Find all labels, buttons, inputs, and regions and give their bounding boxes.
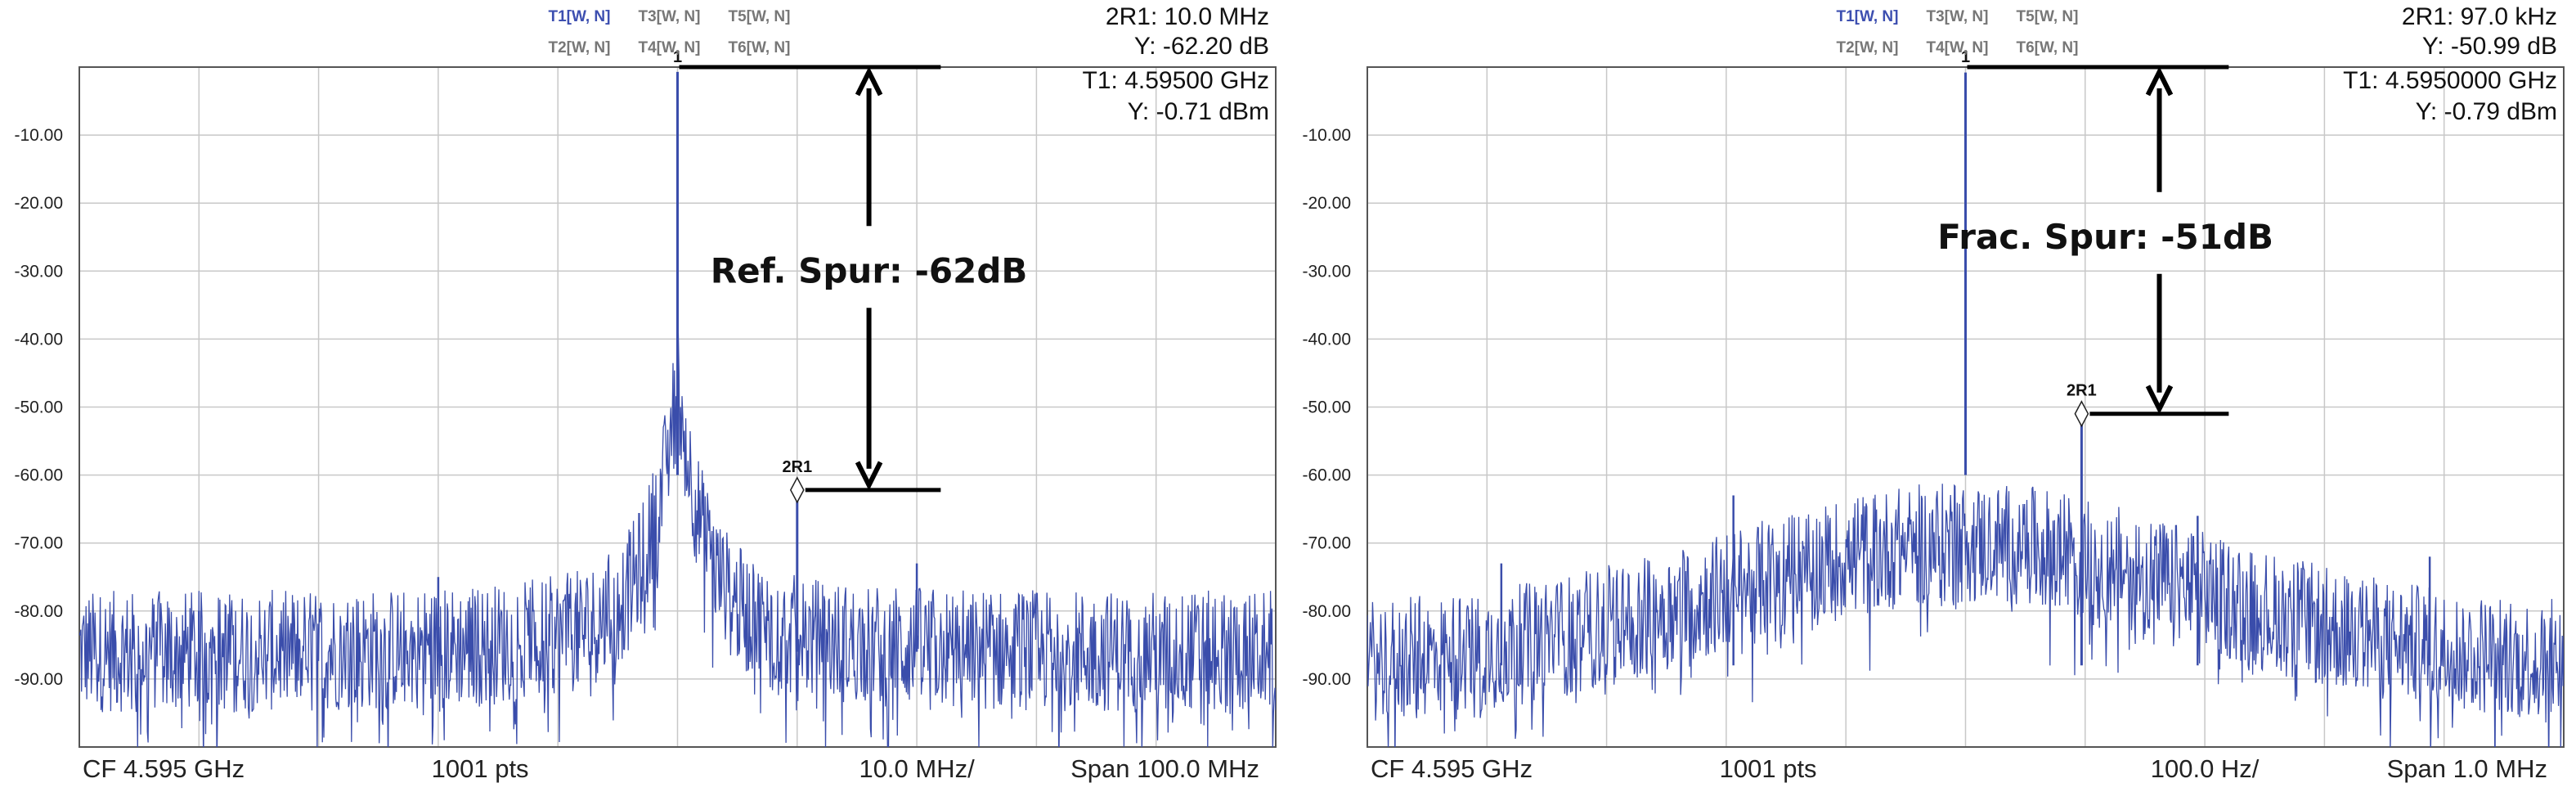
y-tick-label: -20.00 [1302,194,1351,213]
marker-2r1-value: Y: -50.99 dB [2422,33,2557,60]
trace-group [79,71,1276,747]
y-tick-label: -60.00 [1302,466,1351,485]
trace-selector-t2: T2[W, N] [1836,39,1898,56]
y-tick-label: -50.00 [14,398,63,417]
carrier-marker-label: 1 [1961,48,1970,66]
trace-selector-t2: T2[W, N] [548,39,610,56]
y-tick-label: -70.00 [14,534,63,553]
footer-center-frequency: CF 4.595 GHz [83,754,245,783]
footer-division: 100.0 Hz/ [2151,754,2260,783]
y-tick-label: -90.00 [14,670,63,689]
plot-frame [1367,66,2565,748]
spur-annotation: Ref. Spur: -62dB [711,250,1028,290]
y-tick-label: -10.00 [14,126,63,145]
y-tick-label: -50.00 [1302,398,1351,417]
chart-panel-left: -10.00 -20.00 -30.00 -40.00 -50.00 -60.00 -70.… [14,3,1277,783]
marker-t1-value: Y: -0.71 dBm [1128,98,1269,125]
spur-marker [2074,400,2089,428]
marker-2r1-readout: 2R1: 10.0 MHz [1106,3,1269,30]
y-tick-label: -60.00 [14,466,63,485]
arrow-head-up [2145,66,2174,97]
y-tick-label: -20.00 [14,194,63,213]
spur-marker-label: 2R1 [782,458,812,476]
arrow-head-down [2145,385,2174,415]
marker-t1-readout: T1: 4.5950000 GHz [2343,67,2557,94]
footer-points: 1001 pts [432,754,529,783]
y-tick-label: -80.00 [14,602,63,621]
arrow-head-up [855,66,883,97]
noise-trace [1367,484,2564,747]
marker-t1-readout: T1: 4.59500 GHz [1083,67,1269,94]
trace-selector-t6: T6[W, N] [728,39,790,56]
footer-points: 1001 pts [1720,754,1817,783]
chart-panel-right: -10.00 -20.00 -30.00 -40.00 -50.00 -60.00 -70.… [1302,3,2565,783]
trace-selector-t5: T5[W, N] [728,8,790,25]
spur-annotation: Frac. Spur: -51dB [1937,217,2273,257]
footer-division: 10.0 MHz/ [859,754,975,783]
trace-selector-t6: T6[W, N] [2016,39,2078,56]
trace-selector-t3: T3[W, N] [638,8,700,25]
footer-span: Span 1.0 MHz [2387,754,2547,783]
plot-frame [79,66,1277,748]
y-tick-label: -30.00 [1302,262,1351,281]
footer-center-frequency: CF 4.595 GHz [1371,754,1533,783]
spur-marker [789,476,805,504]
trace-selector-t4: T4[W, N] [1926,39,1988,56]
trace-selector-t1: T1[W, N] [548,8,610,25]
y-tick-label: -80.00 [1302,602,1351,621]
y-tick-label: -40.00 [14,330,63,349]
y-tick-label: -30.00 [14,262,63,281]
y-tick-label: -70.00 [1302,534,1351,553]
carrier-marker-label: 1 [673,48,682,66]
trace-group [1367,72,2564,747]
marker-2r1-value: Y: -62.20 dB [1134,33,1269,60]
trace-selector-t5: T5[W, N] [2016,8,2078,25]
y-tick-label: -40.00 [1302,330,1351,349]
trace-selector-t4: T4[W, N] [638,39,700,56]
trace-selector-t3: T3[W, N] [1926,8,1988,25]
arrow-head-down [855,461,883,491]
y-tick-label: -90.00 [1302,670,1351,689]
spur-marker-label: 2R1 [2067,382,2097,400]
footer-span: Span 100.0 MHz [1070,754,1259,783]
trace-selector-t1: T1[W, N] [1836,8,1898,25]
marker-t1-value: Y: -0.79 dBm [2416,98,2557,125]
y-tick-label: -10.00 [1302,126,1351,145]
marker-2r1-readout: 2R1: 97.0 kHz [2402,3,2557,30]
